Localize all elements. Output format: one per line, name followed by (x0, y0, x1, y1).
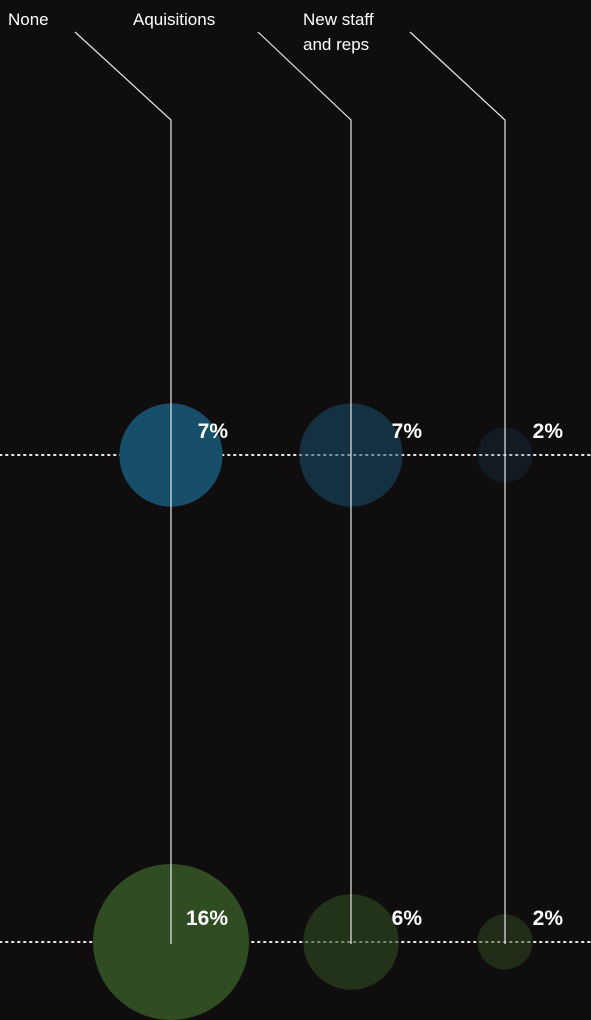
value-label-s0-c2: 2% (533, 420, 564, 443)
category-labels: None Aquisitions New staff and reps (8, 10, 374, 54)
category-label-1-line-0: Aquisitions (133, 10, 215, 29)
value-label-s1-c2: 2% (533, 907, 564, 930)
value-label-s0-c0: 7% (198, 420, 229, 443)
category-label-0-line-0: None (8, 10, 49, 29)
category-label-2-line-0: New staff (303, 10, 374, 29)
leader-line-2 (409, 31, 506, 944)
leader-lines (74, 31, 506, 944)
leader-line-1 (257, 31, 352, 944)
category-label-2-line-1: and reps (303, 35, 369, 54)
value-label-s1-c0: 16% (186, 907, 228, 930)
leader-line-0 (74, 31, 172, 944)
value-labels: 7% 7% 2% 16% 6% 2% (186, 420, 563, 930)
baselines (0, 454, 591, 943)
bubbles (93, 403, 533, 1020)
value-label-s0-c1: 7% (392, 420, 423, 443)
value-label-s1-c1: 6% (392, 907, 423, 930)
